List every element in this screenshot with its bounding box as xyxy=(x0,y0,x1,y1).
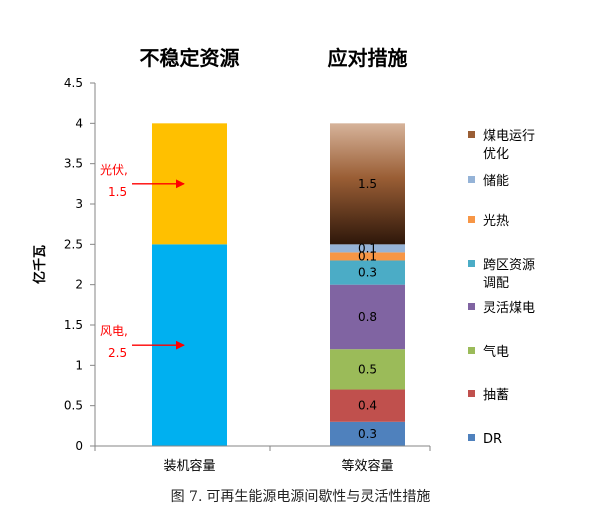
annotation-value: 1.5 xyxy=(108,185,127,199)
annotation-value: 2.5 xyxy=(108,346,127,360)
annotation-label: 风电, xyxy=(100,324,128,338)
data-label: 0.1 xyxy=(358,241,377,255)
y-tick-label: 3 xyxy=(75,197,83,211)
x-category-label: 等效容量 xyxy=(341,458,393,474)
y-tick-label: 2 xyxy=(75,278,83,292)
legend-label: DR xyxy=(483,432,502,447)
legend-label: 煤电运行 xyxy=(483,129,535,144)
bar-segment-equivalent xyxy=(330,389,405,422)
bar-segment-equivalent xyxy=(330,252,405,261)
data-label: 0.5 xyxy=(358,362,377,376)
figure-number: 图 7. xyxy=(170,489,203,505)
bar-segment-equivalent xyxy=(330,123,405,245)
bar-segment-equivalent xyxy=(330,349,405,390)
y-tick-label: 1.5 xyxy=(64,318,83,332)
figure-caption-text: 可再生能源电源间歇性与灵活性措施 xyxy=(206,489,431,505)
legend-swatch xyxy=(468,303,475,310)
y-axis-title: 亿千瓦 xyxy=(32,245,48,284)
y-tick-label: 0 xyxy=(75,439,83,453)
legend-label: 气电 xyxy=(483,344,509,360)
y-tick-label: 3.5 xyxy=(64,157,83,171)
data-label: 0.3 xyxy=(358,427,377,441)
figure-caption: 图 7. 可再生能源电源间歇性与灵活性措施 xyxy=(0,486,605,506)
y-tick-label: 2.5 xyxy=(64,237,83,251)
legend-swatch xyxy=(468,176,475,183)
legend-label-line2: 调配 xyxy=(483,276,509,291)
y-tick-label: 4 xyxy=(75,116,83,130)
legend-swatch xyxy=(468,390,475,397)
y-tick-label: 4.5 xyxy=(64,76,83,90)
x-category-label: 装机容量 xyxy=(163,458,215,474)
y-tick-label: 0.5 xyxy=(64,399,83,413)
bar-segment-equivalent xyxy=(330,260,405,285)
data-label: 0.4 xyxy=(358,399,377,413)
legend-swatch xyxy=(468,131,475,138)
stacked-bar-chart: 0 0.5 1 1.5 2 2.5 3 3.5 4 4.5 亿千瓦 装机容量 不稳定资源 0.3 0.4 0… xyxy=(32,46,535,474)
bar-segment-equivalent xyxy=(330,421,405,446)
legend-label: 储能 xyxy=(483,174,509,189)
legend-label: 灵活煤电 xyxy=(483,301,535,316)
y-tick-label: 1 xyxy=(75,358,83,372)
data-label: 0.1 xyxy=(358,249,377,263)
legend-swatch xyxy=(468,347,475,354)
annotation-label: 光伏, xyxy=(100,163,128,177)
data-label: 1.5 xyxy=(358,177,377,191)
legend-label: 抽蓄 xyxy=(483,388,509,403)
data-label: 0.8 xyxy=(358,310,377,324)
legend-label: 光热 xyxy=(483,214,509,229)
legend-label: 跨区资源 xyxy=(483,258,535,273)
legend-swatch xyxy=(468,216,475,223)
column-title: 应对措施 xyxy=(328,46,408,70)
legend-label-line2: 优化 xyxy=(483,147,509,162)
column-title: 不稳定资源 xyxy=(140,46,240,70)
bar-segment-equivalent xyxy=(330,244,405,253)
bar-segment-equivalent xyxy=(330,284,405,350)
data-label: 0.3 xyxy=(358,266,377,280)
legend-swatch xyxy=(468,434,475,441)
legend-swatch xyxy=(468,260,475,267)
